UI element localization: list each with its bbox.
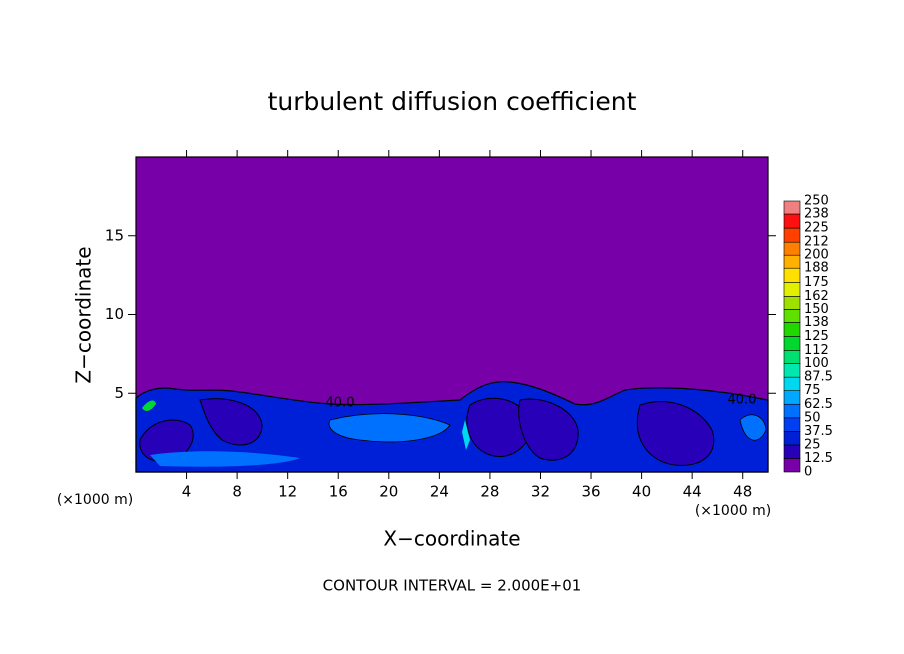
colorbar-bin xyxy=(783,403,801,419)
colorbar-label: 0 xyxy=(804,465,812,480)
colorbar-label: 250 xyxy=(804,194,829,209)
colorbar-bin xyxy=(783,241,801,256)
colorbar-bin xyxy=(783,254,801,269)
x-axis-label: X−coordinate xyxy=(383,527,520,551)
eddy xyxy=(466,397,532,457)
colorbar-label: 50 xyxy=(804,410,821,425)
colorbar-bin xyxy=(783,417,801,432)
colorbar-bin xyxy=(783,322,801,337)
eddy xyxy=(150,451,300,467)
colorbar-label: 225 xyxy=(804,221,829,236)
colorbar-bin xyxy=(783,363,801,378)
colorbar-bin xyxy=(783,336,801,351)
eddy xyxy=(518,398,579,461)
colorbar-label: 37.5 xyxy=(804,424,833,439)
colorbar-bin xyxy=(783,431,801,446)
y-axis-label: Z−coordinate xyxy=(72,246,96,383)
colorbar-bin xyxy=(783,309,801,323)
colorbar-bin xyxy=(783,213,801,229)
x-tick-label: 4 xyxy=(182,483,192,501)
colorbar-label: 212 xyxy=(804,235,829,250)
colorbar-label: 125 xyxy=(804,329,829,344)
colorbar-label: 175 xyxy=(804,275,829,290)
x-tick-label: 48 xyxy=(733,483,752,501)
eddy xyxy=(139,419,194,463)
y-unit-label: (×1000 m) xyxy=(57,492,133,508)
x-tick-label: 28 xyxy=(480,483,499,501)
colorbar-label: 188 xyxy=(804,261,829,276)
colorbar-label: 112 xyxy=(804,343,829,358)
colorbar-bin xyxy=(783,444,801,459)
x-tick-label: 20 xyxy=(379,483,398,501)
contour-label: 40.0 xyxy=(326,396,355,411)
x-unit-label: (×1000 m) xyxy=(695,503,771,519)
x-tick-label: 24 xyxy=(430,483,449,501)
colorbar-label: 75 xyxy=(804,383,821,398)
colorbar-bin xyxy=(783,350,801,364)
footer-note: CONTOUR INTERVAL = 2.000E+01 xyxy=(323,577,582,595)
colorbar-bin xyxy=(783,281,801,297)
colorbar-label: 162 xyxy=(804,289,829,304)
y-tick-label: 10 xyxy=(105,305,124,323)
colorbar-label: 100 xyxy=(804,356,829,371)
x-tick-label: 40 xyxy=(632,483,651,501)
x-tick-label: 12 xyxy=(278,483,297,501)
eddy xyxy=(739,414,767,441)
colorbar-bin xyxy=(783,458,801,473)
colorbar-bin xyxy=(783,267,801,283)
chart-title: turbulent diffusion coefficient xyxy=(268,87,637,116)
contour-label: 40.0 xyxy=(728,393,757,408)
colorbar-label: 87.5 xyxy=(804,370,833,385)
eddy xyxy=(328,413,451,443)
colorbar-label: 200 xyxy=(804,248,829,263)
eddy xyxy=(199,398,263,446)
eddy xyxy=(142,400,156,411)
colorbar-bin xyxy=(783,296,801,310)
eddy xyxy=(462,420,470,450)
y-tick-label: 15 xyxy=(105,226,124,244)
colorbar-bin xyxy=(783,390,801,405)
colorbar-label: 150 xyxy=(804,302,829,317)
x-tick-label: 36 xyxy=(581,483,600,501)
colorbar-label: 62.5 xyxy=(804,397,833,412)
eddy xyxy=(636,401,715,466)
x-tick-label: 8 xyxy=(232,483,242,501)
x-tick-label: 44 xyxy=(683,483,702,501)
colorbar-bin xyxy=(783,200,801,215)
colorbar-bin xyxy=(783,376,801,391)
y-tick-label: 5 xyxy=(114,384,124,402)
colorbar-label: 238 xyxy=(804,207,829,222)
colorbar-label: 138 xyxy=(804,315,829,330)
x-tick-label: 16 xyxy=(329,483,348,501)
contour-field xyxy=(135,157,769,473)
turbulent-layer xyxy=(135,381,769,473)
colorbar-label: 25 xyxy=(804,437,821,452)
x-tick-label: 32 xyxy=(531,483,550,501)
colorbar-bin xyxy=(783,227,801,243)
colorbar-label: 12.5 xyxy=(804,451,833,466)
